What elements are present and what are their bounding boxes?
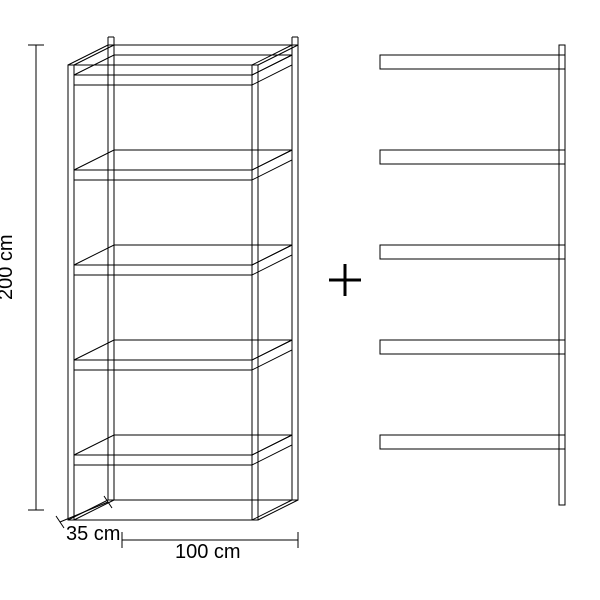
shelving-unit-right (380, 45, 565, 505)
dim-depth-label: 35 cm (66, 523, 120, 545)
shelving-unit-left (68, 37, 298, 520)
dim-height-label: 200 cm (0, 234, 17, 300)
dim-width-label: 100 cm (175, 541, 241, 563)
plus-icon (329, 264, 361, 296)
